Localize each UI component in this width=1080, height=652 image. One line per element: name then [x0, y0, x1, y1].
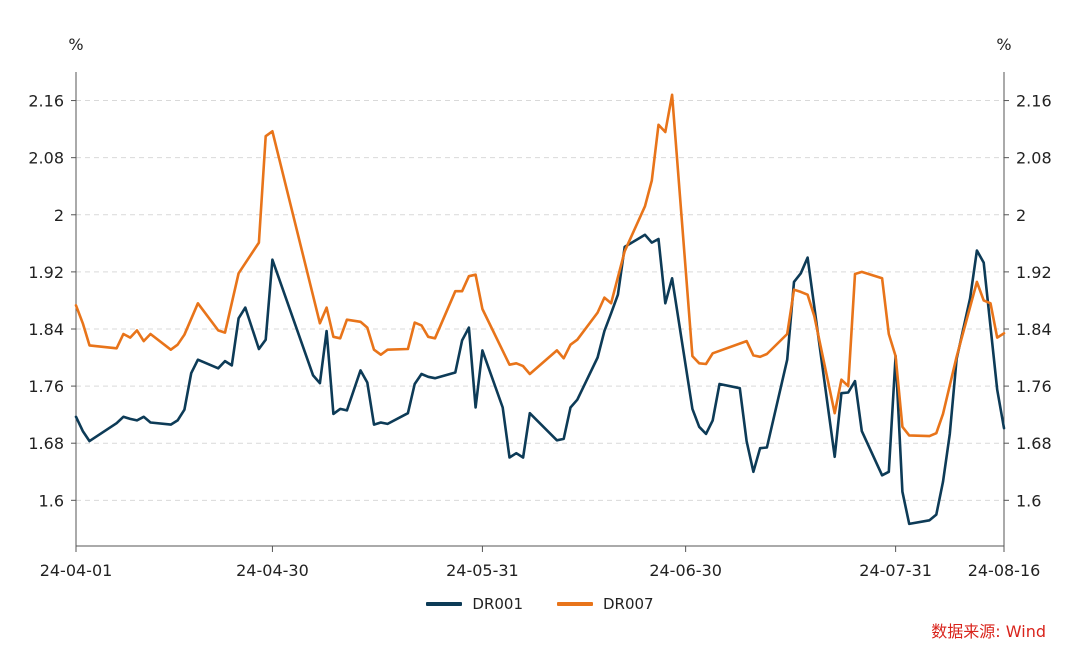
- x-tick-label: 24-07-31: [859, 561, 932, 580]
- y-unit-right: %: [996, 35, 1011, 54]
- series-line-dr007: [74, 93, 1006, 438]
- y-tick-label-right: 2.16: [1016, 92, 1052, 111]
- legend: DR001 DR007: [0, 592, 1080, 616]
- y-tick-label-left: 1.92: [28, 263, 64, 282]
- y-tick-label-left: 1.68: [28, 434, 64, 453]
- y-tick-label-left: 2: [54, 206, 64, 225]
- series-line-dr001: [74, 233, 1006, 526]
- x-tick-label: 24-05-31: [446, 561, 519, 580]
- y-tick-label-left: 2.08: [28, 149, 64, 168]
- source-note: 数据来源: Wind: [931, 622, 1046, 641]
- y-tick-label-right: 1.92: [1016, 263, 1052, 282]
- y-tick-label-left: 1.84: [28, 320, 64, 339]
- y-tick-label-right: 1.76: [1016, 377, 1052, 396]
- legend-item-dr001[interactable]: DR001: [426, 595, 523, 613]
- series-lines: [74, 93, 1006, 526]
- legend-label-dr007: DR007: [603, 595, 654, 613]
- axes: [71, 72, 1009, 552]
- y-unit-left: %: [68, 35, 83, 54]
- y-tick-label-right: 2: [1016, 206, 1026, 225]
- y-tick-label-left: 2.16: [28, 92, 64, 111]
- y-tick-label-left: 1.6: [39, 491, 64, 510]
- y-tick-label-left: 1.76: [28, 377, 64, 396]
- legend-label-dr001: DR001: [472, 595, 523, 613]
- y-tick-label-right: 1.84: [1016, 320, 1052, 339]
- line-chart: 1.6 1.6 1.68 1.68 1.76 1.76 1.84 1.84 1.92 1.92 2 2…: [28, 35, 1051, 580]
- legend-swatch-dr001: [426, 602, 463, 606]
- tick-labels: 1.6 1.6 1.68 1.68 1.76 1.76 1.84 1.84 1.92 1.92 2 2…: [28, 35, 1051, 580]
- legend-item-dr007[interactable]: DR007: [557, 595, 654, 613]
- legend-swatch-dr007: [557, 602, 593, 606]
- y-tick-label-right: 2.08: [1016, 149, 1052, 168]
- x-tick-label: 24-04-01: [40, 561, 113, 580]
- x-tick-label: 24-06-30: [649, 561, 722, 580]
- x-tick-label: 24-08-16: [968, 561, 1041, 580]
- gridlines: [76, 100, 1004, 501]
- y-tick-label-right: 1.6: [1016, 491, 1041, 510]
- y-tick-label-right: 1.68: [1016, 434, 1052, 453]
- x-tick-label: 24-04-30: [236, 561, 309, 580]
